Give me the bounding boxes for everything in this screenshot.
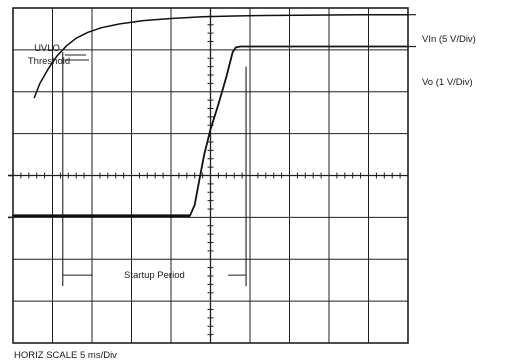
traces [12,13,416,217]
horizontal-scale-label: HORIZ SCALE 5 ms/Div [14,350,117,360]
vin-trace-label: VIn (5 V/Div) [422,34,476,45]
vo-trace [12,45,409,217]
startup-period-label: Startup Period [124,270,185,281]
annotations: UVLO Threshold Startup Period [28,43,247,287]
graticule-grid [8,7,409,344]
vo-trace-label: Vo (1 V/Div) [422,77,473,88]
vin-trace [33,13,409,99]
uvlo-label-line2: Threshold [28,56,70,67]
uvlo-label-line1: UVLO [34,43,60,54]
trace-labels: VIn (5 V/Div) Vo (1 V/Div) [422,34,476,88]
